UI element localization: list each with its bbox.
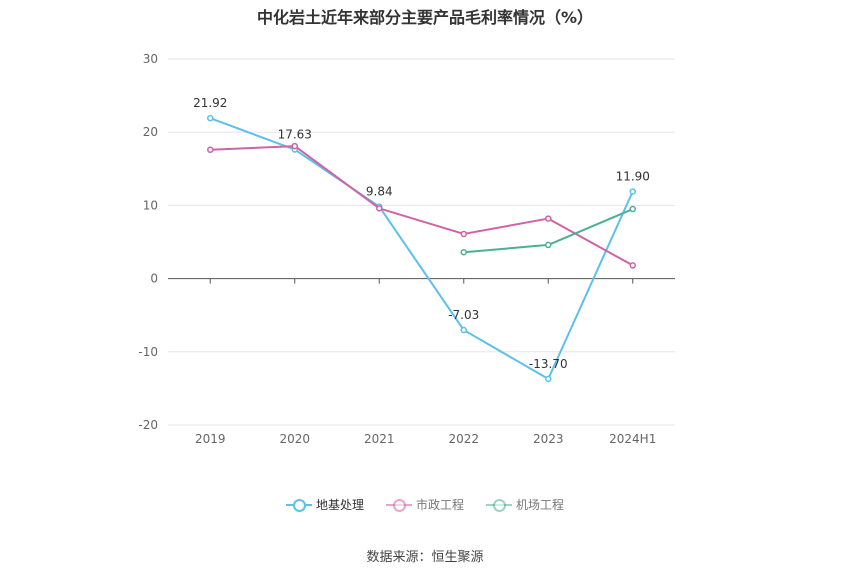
x-tick-label: 2023	[533, 432, 564, 446]
legend-label: 市政工程	[415, 498, 464, 512]
series-line-1	[210, 145, 634, 267]
x-tick-label: 2021	[364, 432, 395, 446]
data-label: 11.90	[616, 169, 650, 183]
data-point[interactable]	[629, 262, 636, 269]
y-tick-label: 20	[143, 125, 158, 139]
y-tick-label: -10	[138, 345, 158, 359]
data-point[interactable]	[629, 188, 636, 195]
legend-item-2[interactable]: 机场工程	[486, 496, 564, 513]
x-tick-label: 2022	[448, 432, 479, 446]
data-label: 21.92	[193, 96, 227, 110]
legend-item-0[interactable]: 地基处理	[285, 496, 364, 513]
axes: -20 -10 0 10 20 30 2019 2020 2021 2022 2023 2024H1	[138, 52, 675, 446]
data-label: -13.70	[529, 357, 568, 371]
chart-title: 中化岩土近年来部分主要产品毛利率情况（%）	[256, 8, 594, 27]
series-lines	[207, 114, 636, 383]
data-point[interactable]	[376, 205, 383, 212]
data-label: -7.03	[448, 308, 479, 322]
y-tick-label: 30	[143, 52, 158, 66]
data-label: 9.84	[366, 185, 393, 199]
grid-lines	[168, 58, 675, 426]
x-tick-label: 2024H1	[609, 432, 656, 446]
source-note: 数据来源：恒生聚源	[366, 550, 484, 565]
legend-item-1[interactable]: 市政工程	[385, 496, 464, 513]
data-point[interactable]	[545, 375, 552, 383]
legend-label: 机场工程	[516, 498, 565, 512]
legend-label: 地基处理	[315, 498, 364, 512]
data-label: 17.63	[278, 128, 312, 142]
legend: 地基处理 市政工程 机场工程	[0, 496, 850, 513]
legend-swatch	[385, 498, 412, 512]
x-tick-label: 2019	[195, 432, 226, 446]
data-point[interactable]	[545, 215, 552, 222]
data-point[interactable]	[460, 248, 467, 256]
legend-swatch	[285, 498, 312, 512]
y-tick-label: 0	[150, 272, 158, 286]
data-point[interactable]	[629, 205, 636, 213]
data-point[interactable]	[207, 114, 214, 122]
series-line-0	[209, 117, 634, 380]
x-tick-label: 2020	[279, 432, 310, 446]
data-point[interactable]	[291, 142, 298, 150]
y-tick-label: -20	[138, 418, 158, 432]
legend-swatch	[486, 498, 512, 512]
data-labels: 21.92 17.63 9.84 -7.03 -13.70 11.90	[193, 96, 650, 371]
data-point[interactable]	[545, 241, 552, 249]
data-point[interactable]	[460, 230, 467, 238]
data-point[interactable]	[460, 326, 467, 334]
y-tick-label: 10	[143, 198, 158, 212]
data-point[interactable]	[207, 146, 214, 154]
